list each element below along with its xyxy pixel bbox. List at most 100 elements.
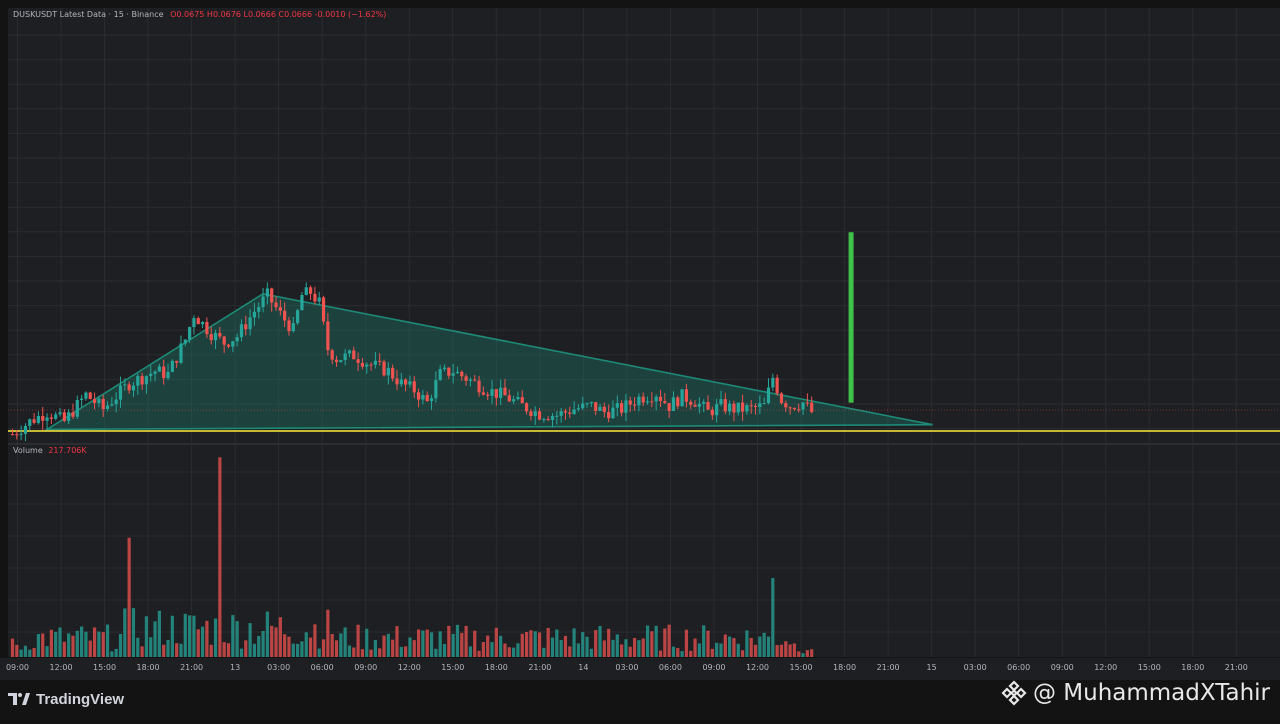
volume-bar [326,609,330,657]
x-tick-label: 21:00 [180,663,203,672]
candle-body [477,380,481,393]
candle-body [356,359,360,363]
candle-body [512,399,516,402]
volume-bar [641,638,645,657]
volume-bar [546,627,550,657]
x-tick-label: 18:00 [137,663,160,672]
candle-body [637,396,641,406]
volume-bar [766,636,771,657]
volume-bar [671,646,676,657]
volume-bar [149,637,153,657]
candle-body [632,404,637,406]
volume-bar [529,630,533,657]
candle-body [550,416,555,420]
candle-body [127,384,131,391]
volume-bar [200,626,205,657]
candle-body [75,400,79,417]
x-tick-label: 12:00 [398,663,421,672]
candle-body [196,318,200,325]
volume-bar [205,620,209,657]
candle-body [239,324,244,338]
candle-body [779,393,784,404]
volume-bar [330,634,334,657]
volume-bar [732,638,736,657]
candle-body [382,361,386,376]
volume-bar [84,631,88,657]
volume-bar [360,649,365,657]
x-tick-label: 15:00 [93,663,116,672]
candle-body [710,409,714,416]
candle-body [797,409,801,411]
volume-bar [209,644,213,657]
volume-bar [170,615,174,657]
candle-body [71,412,75,417]
candle-body [157,366,161,372]
candle-body [805,402,809,404]
x-tick-label: 09:00 [1051,663,1074,672]
x-tick-label: 21:00 [1225,663,1248,672]
volume-bar [412,640,416,657]
candle-body [200,322,205,325]
volume-bar [114,648,118,657]
candle-body [213,332,218,341]
volume-bar [576,643,581,657]
volume-bar [715,642,719,657]
volume-bar [693,638,697,657]
volume-bar [434,648,438,657]
volume-bar [702,625,706,657]
volume-bar [287,636,291,657]
volume-bar [252,643,257,657]
candle-body [771,377,775,388]
candle-body [291,323,295,332]
candle-body [702,402,706,404]
volume-bar [477,650,481,657]
candle-body [369,364,373,366]
candle-body [308,287,313,294]
volume-bar [455,624,460,657]
candle-body [175,360,179,363]
volume-bar [736,643,740,657]
volume-bar [222,642,226,657]
candle-body [628,400,632,405]
candle-body [162,366,166,379]
x-tick-label: 09:00 [354,663,377,672]
volume-bar [231,615,235,657]
watermark-text: @ MuhammadXTahir [1032,680,1270,706]
volume-bar [464,625,468,657]
volume-bar [334,640,339,657]
volume-bar [352,647,356,657]
candle-body [252,311,257,318]
volume-bar [317,648,321,657]
volume-bar [144,616,149,657]
volume-bar [270,625,274,657]
candle-body [728,403,732,412]
candle-body [529,411,533,417]
candle-body [153,371,157,374]
volume-bar [10,638,15,657]
candle-body [693,404,697,407]
volume-bar [41,633,45,657]
candle-body [425,394,429,402]
candle-body [598,406,602,411]
candle-body [650,401,654,403]
volume-bar [188,615,192,657]
candle-body [563,411,568,413]
volume-bar [196,629,200,657]
candle-body [283,310,287,321]
volume-bar [680,651,684,657]
tradingview-logo[interactable]: TradingView [8,689,124,709]
volume-bar [490,642,494,657]
candle-body [645,401,650,403]
candle-body [97,398,101,404]
volume-bar [265,611,269,657]
candle-body [723,399,727,412]
volume-bar [568,646,572,657]
candle-body [494,389,498,398]
candle-body [54,414,58,419]
volume-bar [611,639,615,657]
volume-bar [300,641,304,657]
volume-bar [753,644,758,657]
x-tick-label: 13 [230,663,240,672]
